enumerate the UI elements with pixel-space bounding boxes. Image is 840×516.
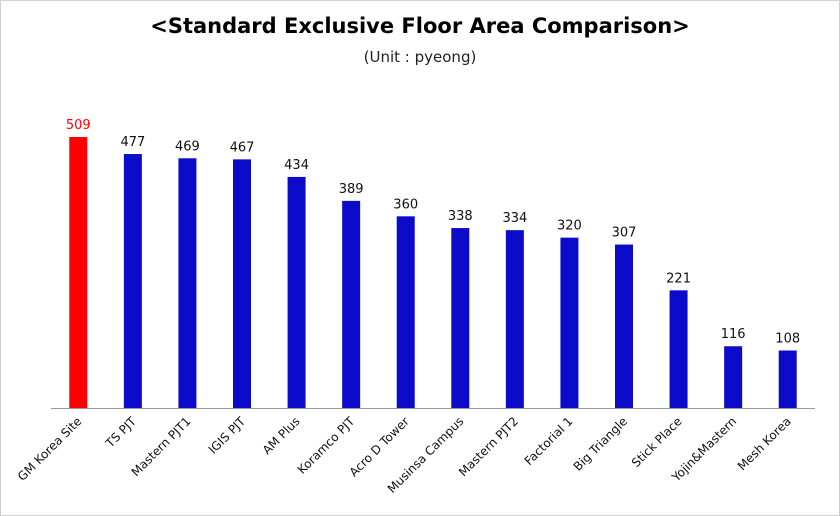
data-label-4: 434	[284, 158, 309, 173]
bar-5	[342, 200, 361, 408]
data-label-9: 320	[557, 219, 582, 234]
chart-title: <Standard Exclusive Floor Area Compariso…	[150, 14, 690, 38]
bar-2	[178, 158, 197, 408]
category-label-10: Big Triangle	[571, 414, 630, 473]
category-label-11: Stick Place	[629, 414, 685, 470]
bar-0	[69, 137, 88, 408]
data-label-3: 467	[230, 140, 255, 155]
bar-7	[451, 228, 470, 408]
data-label-5: 389	[339, 182, 364, 197]
bar-1	[123, 154, 142, 408]
data-label-1: 477	[120, 135, 145, 150]
category-label-13: Mesh Korea	[735, 414, 794, 473]
data-label-6: 360	[393, 197, 418, 212]
category-label-0: GM Korea Site	[15, 414, 85, 484]
data-label-12: 116	[721, 327, 746, 342]
data-label-2: 469	[175, 139, 200, 154]
bar-3	[233, 159, 251, 408]
data-label-11: 221	[666, 271, 691, 286]
bar-12	[724, 346, 743, 408]
bar-13	[778, 350, 797, 408]
category-label-3: IGIS PJT	[206, 414, 249, 457]
category-label-9: Factorial 1	[522, 414, 576, 468]
chart-subtitle: (Unit : pyeong)	[363, 48, 477, 66]
bar-6	[396, 216, 415, 408]
category-label-4: AM Plus	[260, 414, 303, 457]
bar-10	[615, 244, 633, 408]
category-label-1: TS PJT	[102, 414, 139, 451]
data-label-13: 108	[775, 331, 800, 346]
bar-4	[287, 176, 306, 408]
bar-8	[505, 230, 524, 408]
data-label-10: 307	[612, 226, 637, 241]
data-label-7: 338	[448, 209, 473, 224]
data-label-8: 334	[502, 211, 527, 226]
bar-11	[669, 290, 688, 408]
bar-9	[560, 237, 579, 408]
data-label-0: 509	[66, 118, 91, 133]
